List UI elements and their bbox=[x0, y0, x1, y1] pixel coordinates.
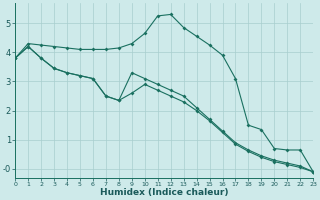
X-axis label: Humidex (Indice chaleur): Humidex (Indice chaleur) bbox=[100, 188, 228, 197]
